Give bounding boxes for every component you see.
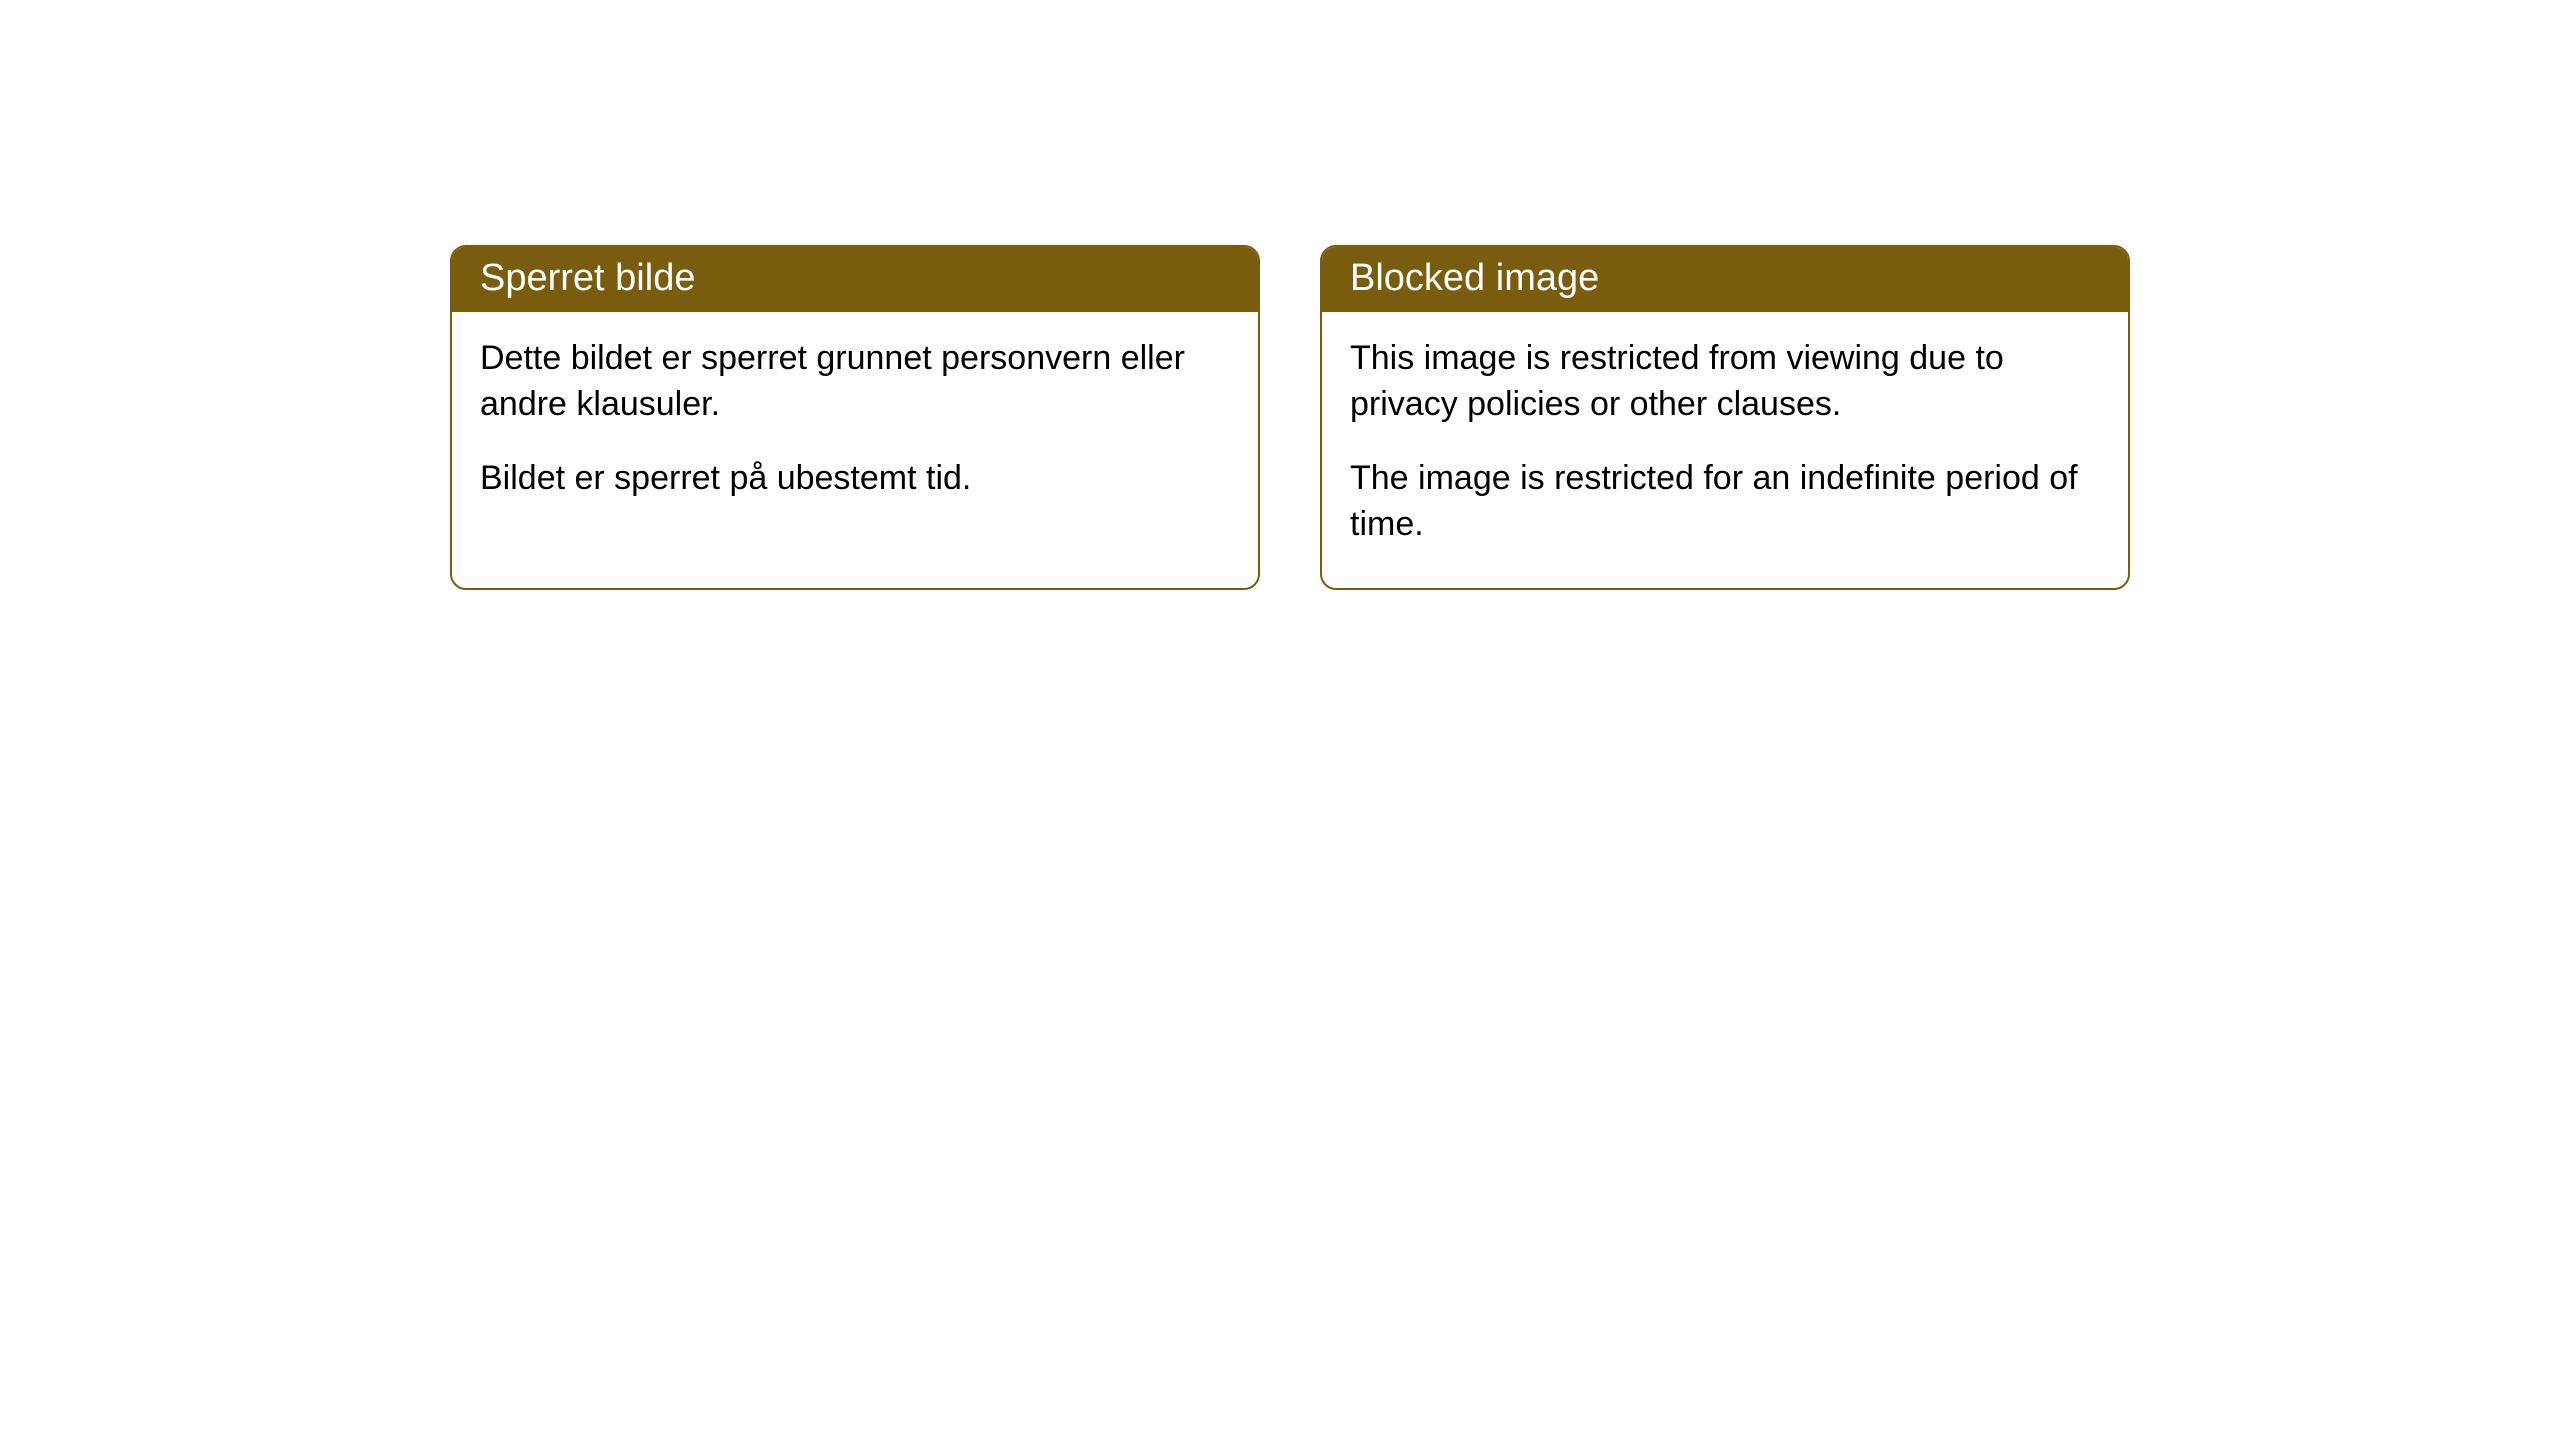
card-paragraph: Dette bildet er sperret grunnet personve…	[480, 336, 1230, 428]
blocked-image-card-english: Blocked image This image is restricted f…	[1320, 245, 2130, 590]
card-paragraph: The image is restricted for an indefinit…	[1350, 456, 2100, 548]
card-paragraph: Bildet er sperret på ubestemt tid.	[480, 456, 1230, 502]
blocked-image-card-norwegian: Sperret bilde Dette bildet er sperret gr…	[450, 245, 1260, 590]
card-body: Dette bildet er sperret grunnet personve…	[452, 312, 1258, 542]
card-paragraph: This image is restricted from viewing du…	[1350, 336, 2100, 428]
card-body: This image is restricted from viewing du…	[1322, 312, 2128, 588]
card-header: Sperret bilde	[452, 247, 1258, 312]
card-header: Blocked image	[1322, 247, 2128, 312]
notice-cards-container: Sperret bilde Dette bildet er sperret gr…	[0, 0, 2560, 590]
